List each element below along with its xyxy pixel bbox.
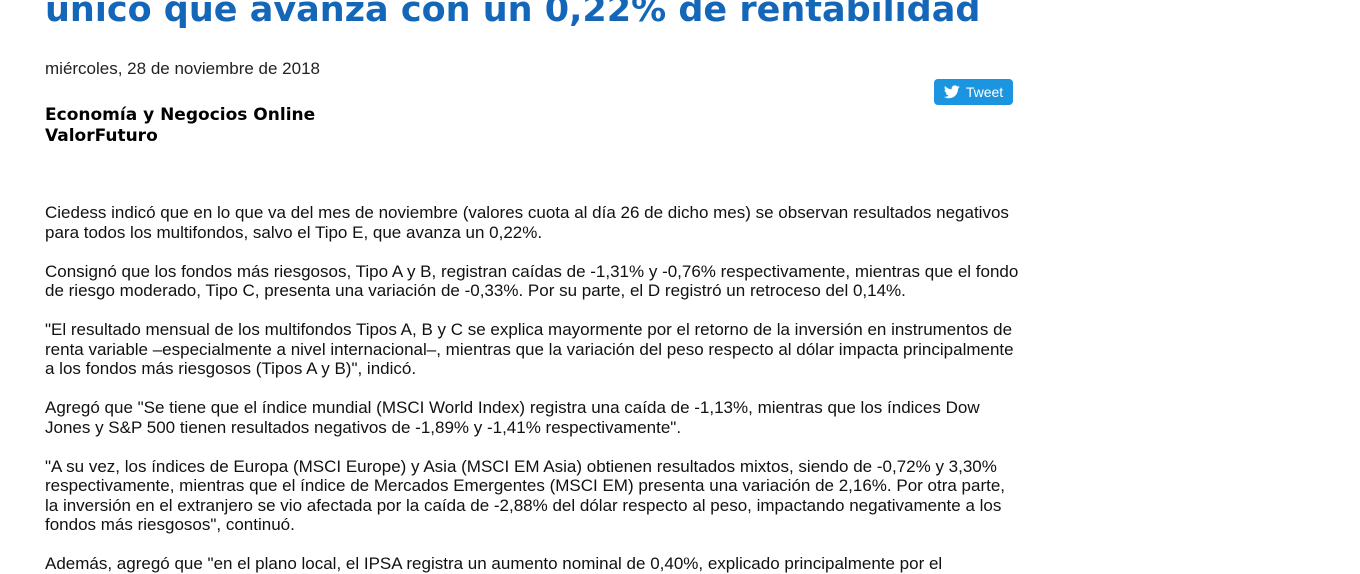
- article-paragraph: "El resultado mensual de los multifondos…: [45, 320, 1014, 378]
- article-paragraph: Consignó que los fondos más riesgosos, T…: [45, 261, 1019, 301]
- article-source: ValorFuturo: [45, 126, 158, 146]
- article-headline: único que avanza con un 0,22% de rentabi…: [45, 0, 981, 30]
- byline: Economía y Negocios Online ValorFuturo: [45, 105, 315, 147]
- article-section: Economía y Negocios Online: [45, 105, 316, 125]
- article-paragraph: Agregó que "Se tiene que el índice mundi…: [45, 398, 980, 437]
- article-paragraph: "A su vez, los índices de Europa (MSCI E…: [45, 456, 1006, 535]
- twitter-bird-icon: [943, 85, 960, 99]
- article-paragraph: Ciedess indicó que en lo que va del mes …: [45, 203, 1009, 242]
- article-date: miércoles, 28 de noviembre de 2018: [45, 59, 320, 78]
- tweet-button[interactable]: Tweet: [934, 79, 1013, 105]
- article-body: Ciedess indicó que en lo que va del mes …: [45, 203, 1020, 574]
- tweet-label: Tweet: [965, 84, 1004, 100]
- article-paragraph: Además, agregó que "en el plano local, e…: [45, 554, 943, 573]
